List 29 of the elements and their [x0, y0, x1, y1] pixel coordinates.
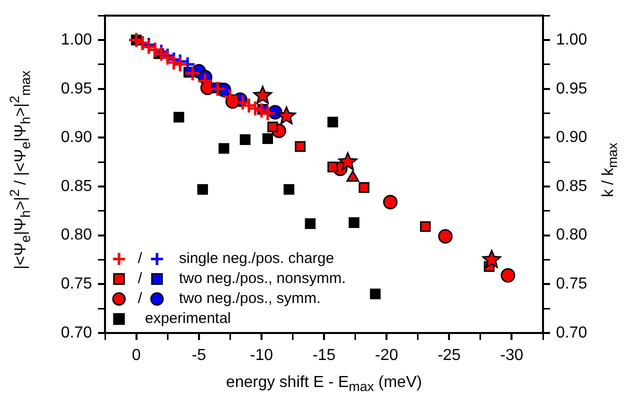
annotation: / [138, 250, 143, 268]
x-tick-label: -25 [438, 347, 461, 364]
annotation: / [138, 290, 143, 308]
legend-label: experimental [145, 310, 231, 328]
y2-tick-label: 1.00 [556, 31, 588, 48]
x-tick-label: -30 [500, 347, 524, 364]
x-axis-title: energy shift E - E$_{max}$ (meV) [226, 374, 422, 394]
y2-tick-label: 0.75 [556, 276, 588, 293]
x-tick-label: -20 [375, 347, 398, 364]
legend-label: two neg./pos., symm. [179, 290, 321, 308]
y-tick-label: 1.00 [60, 31, 92, 48]
y2-tick-label: 0.90 [556, 129, 588, 146]
legend-label: two neg./pos., nonsymm. [179, 270, 346, 288]
legend-label: single neg./pos. charge [179, 250, 334, 268]
y-tick-label: 0.75 [60, 276, 92, 293]
y-tick-label: 0.95 [60, 80, 92, 98]
y2-tick-label: 0.85 [556, 178, 588, 195]
x-tick-label: -5 [192, 347, 206, 364]
annotation: / [138, 270, 143, 288]
x-tick-label: -15 [312, 347, 336, 364]
x-tick-label: 0 [132, 347, 141, 364]
y2-tick-label: 0.95 [556, 80, 588, 98]
y2-tick-label: 0.70 [556, 324, 588, 342]
y2-tick-label: 0.80 [556, 226, 588, 244]
y-tick-label: 0.80 [60, 226, 92, 244]
y-tick-label: 0.90 [60, 129, 92, 146]
y-tick-label: 0.70 [60, 324, 92, 342]
y-tick-label: 0.85 [60, 178, 92, 195]
x-tick-label: -10 [250, 347, 274, 364]
